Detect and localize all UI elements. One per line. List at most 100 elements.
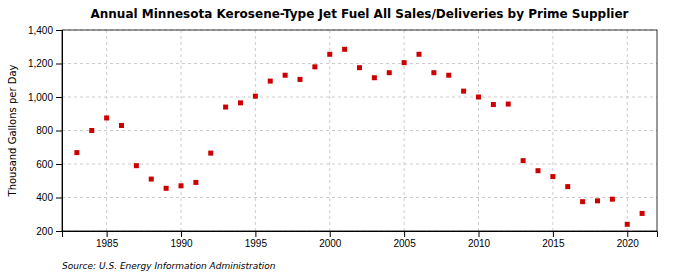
tick-label: 1995 (245, 238, 268, 249)
point (268, 79, 273, 84)
point (521, 158, 526, 163)
point (149, 177, 154, 182)
points (74, 47, 644, 227)
tick-mark (56, 231, 62, 232)
point (179, 183, 184, 188)
point (417, 52, 422, 57)
tick-label: 2005 (394, 238, 417, 249)
tick-mark (56, 164, 62, 165)
grid-line (62, 164, 657, 165)
point (119, 123, 124, 128)
tick: 1,000 (28, 92, 62, 103)
point (164, 186, 169, 191)
tick: 2010 (468, 231, 491, 249)
tick-label: 1990 (170, 238, 193, 249)
tick-mark (330, 231, 331, 237)
tick-label: 2000 (319, 238, 342, 249)
point (610, 197, 615, 202)
tick-label: 2010 (468, 238, 491, 249)
tick: 1995 (245, 231, 268, 249)
tick: 1985 (96, 231, 119, 249)
tick-mark (107, 231, 108, 237)
point (283, 73, 288, 78)
source: Source: U.S. Energy Information Administ… (62, 261, 276, 271)
tick-label: 600 (36, 159, 53, 170)
tick-mark (56, 64, 62, 65)
x-axis: 1985 1990 1995 2000 2005 2010 2015 2020 (63, 231, 658, 249)
point (580, 199, 585, 204)
tick: 2005 (394, 231, 417, 249)
tick: 600 (36, 159, 62, 170)
tick-label: 400 (36, 192, 53, 203)
tick: 2020 (617, 231, 640, 249)
point (298, 77, 303, 82)
point (372, 75, 377, 80)
tick-label: 1,000 (28, 92, 53, 103)
plot-frame (62, 30, 657, 231)
plot-area: 1985 1990 1995 2000 2005 2010 2015 2020 200 400 60… (28, 25, 658, 249)
y-axis-title: Thousand Gallons per Day (7, 64, 18, 197)
chart: 1985 1990 1995 2000 2005 2010 2015 2020 200 400 60… (0, 0, 675, 275)
point (431, 70, 436, 75)
point (104, 115, 109, 120)
point (238, 100, 243, 105)
point (223, 105, 228, 110)
tick: 2000 (319, 231, 342, 249)
point (446, 73, 451, 78)
point (387, 70, 392, 75)
y-axis: 200 400 600 800 1,000 1,200 1,400 (28, 25, 63, 237)
grid-line (329, 30, 330, 231)
grid-line (62, 197, 657, 198)
tick-label: 1,400 (28, 25, 53, 36)
point (640, 211, 645, 216)
grid-line (181, 30, 182, 231)
tick-mark (56, 131, 62, 132)
axis-line (56, 31, 63, 232)
point (89, 128, 94, 133)
point (550, 174, 555, 179)
tick-label: 200 (36, 226, 53, 237)
point (625, 222, 630, 227)
point (461, 89, 466, 94)
tick-mark (479, 231, 480, 237)
tick-mark (56, 97, 62, 98)
grid-line (62, 97, 657, 98)
tick-mark (56, 198, 62, 199)
point (357, 65, 362, 70)
point (193, 180, 198, 185)
tick: 400 (36, 192, 62, 203)
tick-label: 800 (36, 125, 53, 136)
tick-mark (56, 30, 62, 31)
point (74, 150, 79, 155)
axis-line (63, 232, 658, 238)
tick: 800 (36, 125, 62, 136)
tick-mark (255, 231, 256, 237)
tick: 2015 (542, 231, 565, 249)
point (595, 198, 600, 203)
point (327, 52, 332, 57)
tick-mark (181, 231, 182, 237)
grid (62, 30, 657, 231)
grid-line (552, 30, 553, 231)
tick-mark (553, 231, 554, 237)
point (476, 95, 481, 100)
point (491, 102, 496, 107)
tick-label: 1985 (96, 238, 119, 249)
tick: 1,200 (28, 58, 62, 69)
grid-line (62, 130, 657, 131)
tick: 1990 (170, 231, 193, 249)
tick: 200 (36, 226, 62, 237)
tick-mark (404, 231, 405, 237)
title: Annual Minnesota Kerosene-Type Jet Fuel … (90, 7, 628, 21)
point (565, 184, 570, 189)
tick-mark (627, 231, 628, 237)
tick-label: 2020 (617, 238, 640, 249)
point (134, 163, 139, 168)
point (253, 94, 258, 99)
point (342, 47, 347, 52)
point (208, 151, 213, 156)
tick-label: 2015 (542, 238, 565, 249)
tick-label: 1,200 (28, 58, 53, 69)
tick: 1,400 (28, 25, 62, 36)
point (536, 168, 541, 173)
